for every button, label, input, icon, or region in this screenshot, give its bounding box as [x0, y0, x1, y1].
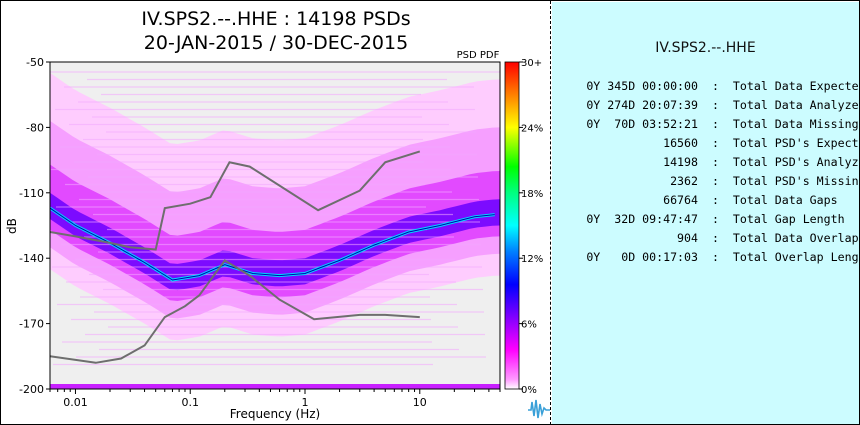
stats-row: 66764 : Total Data Gaps [566, 191, 860, 210]
stats-label: Total Data Missing [732, 117, 859, 131]
plot-title: IV.SPS2.--.HHE : 14198 PSDs [141, 8, 411, 30]
pdf-density-cloud [50, 71, 500, 389]
colorbar-tick-label: 18% [521, 189, 543, 200]
stats-value: 0Y 0D 00:17:03 [586, 250, 698, 264]
stats-separator: : [698, 250, 733, 264]
stats-row: 0Y 0D 00:17:03 : Total Overlap Length [566, 248, 860, 267]
plot-border [49, 61, 501, 390]
x-tick-label: 0.01 [63, 396, 88, 409]
stats-separator: : [698, 117, 733, 131]
panel-divider [550, 1, 551, 425]
stats-row: 0Y 70D 03:52:21 : Total Data Missing [566, 115, 860, 134]
colorbar-ticks: 30+ 24% 18% 12% 6% 0% [519, 58, 543, 396]
stats-separator: : [698, 174, 733, 188]
station-label: IV.SPS2.--.HHE [655, 40, 756, 56]
stats-table: 0Y 345D 00:00:00 : Total Data Expected 0Y… [566, 77, 860, 267]
y-tick-label: -140 [19, 252, 44, 265]
stats-label: Total Data Expected [732, 79, 860, 93]
stats-separator: : [698, 136, 733, 150]
psd-pdf-plot-panel: IV.SPS2.--.HHE : 14198 PSDs 20-JAN-2015 … [2, 2, 550, 424]
high-noise-model-line [50, 150, 421, 251]
stats-row: 14198 : Total PSD's Analyzed [566, 153, 860, 172]
stats-separator: : [698, 155, 733, 169]
stats-row: 0Y 32D 09:47:47 : Total Gap Length [566, 210, 860, 229]
stats-value: 904 [677, 231, 698, 245]
stats-row: 16560 : Total PSD's Expected [566, 134, 860, 153]
stats-separator: : [698, 98, 733, 112]
low-noise-model-line [50, 259, 420, 364]
stats-label: Total Gap Length [732, 212, 845, 226]
colorbar-tick-label: 6% [521, 320, 537, 331]
stats-label: Total PSD's Expected [732, 136, 860, 150]
stats-value: 2362 [670, 174, 698, 188]
stats-value: 0Y 32D 09:47:47 [586, 212, 698, 226]
stats-label: Total PSD's Analyzed [732, 155, 860, 169]
colorbar-title: PSD PDF [457, 50, 500, 61]
stats-label: Total Overlap Length [732, 250, 860, 264]
plot-subtitle: 20-JAN-2015 / 30-DEC-2015 [143, 32, 409, 54]
y-axis: -50 -80 -110 -140 -170 -200 [19, 56, 50, 396]
stats-label: Total Data Overlaps [732, 231, 860, 245]
x-axis: 0.01 0.1 1 10 [49, 389, 501, 409]
psd-pdf-chart: -50 -80 -110 -140 -170 -200 0.01 0.1 1 10 dB Fre… [5, 50, 550, 421]
stats-separator: : [698, 79, 733, 93]
density-floor [50, 384, 500, 389]
y-tick-label: -50 [26, 56, 44, 69]
stats-row: 0Y 345D 00:00:00 : Total Data Expected [566, 77, 860, 96]
stats-value: 0Y 70D 03:52:21 [586, 117, 698, 131]
colorbar-tick-label: 30+ [521, 58, 542, 69]
density-band-core [50, 192, 500, 291]
stats-value: 0Y 345D 00:00:00 [586, 79, 698, 93]
stats-value: 14198 [663, 155, 698, 169]
stats-separator: : [698, 231, 733, 245]
noise-model-lines [50, 150, 495, 364]
stats-row: 904 : Total Data Overlaps [566, 229, 860, 248]
x-tick-label: 1 [302, 396, 309, 409]
y-tick-label: -110 [19, 187, 44, 200]
colorbar-tick-label: 0% [521, 385, 537, 396]
stats-separator: : [698, 193, 733, 207]
stats-value: 66764 [663, 193, 698, 207]
y-axis-label: dB [5, 218, 19, 234]
mode-line-core [50, 207, 495, 281]
stats-value: 16560 [663, 136, 698, 150]
colorbar-tick-label: 24% [521, 123, 543, 134]
x-axis-label: Frequency (Hz) [230, 407, 321, 421]
stats-row: 2362 : Total PSD's Missing [566, 172, 860, 191]
stats-label: Total PSD's Missing [732, 174, 860, 188]
stats-label: Total Data Gaps [732, 193, 838, 207]
y-tick-label: -200 [19, 383, 44, 396]
stats-row: 0Y 274D 20:07:39 : Total Data Analyzed [566, 96, 860, 115]
x-tick-label: 10 [413, 396, 427, 409]
y-tick-label: -170 [19, 318, 44, 331]
colorbar [504, 61, 520, 390]
logo-icon [528, 399, 550, 419]
y-tick-label: -80 [26, 121, 44, 134]
stats-label: Total Data Analyzed [732, 98, 860, 112]
x-tick-label: 0.1 [181, 396, 199, 409]
stats-value: 0Y 274D 20:07:39 [586, 98, 698, 112]
stats-separator: : [698, 212, 733, 226]
stats-panel: IV.SPS2.--.HHE 0Y 345D 00:00:00 : Total … [552, 2, 860, 424]
colorbar-tick-label: 12% [521, 254, 543, 265]
